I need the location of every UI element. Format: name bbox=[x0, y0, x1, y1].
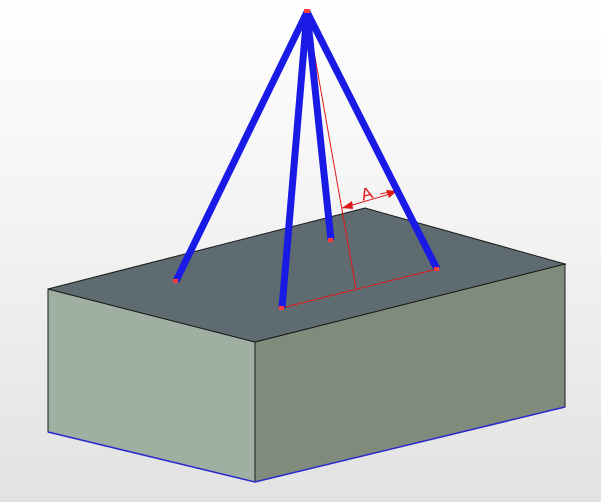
endpoint-right-marker bbox=[434, 267, 439, 271]
hook-point-marker bbox=[304, 9, 310, 13]
endpoint-back-marker bbox=[328, 238, 333, 242]
box-bottom-edge bbox=[47, 406, 566, 483]
sling-endpoints bbox=[173, 9, 439, 310]
sling-leg-right[interactable] bbox=[303, 10, 441, 271]
endpoint-front-marker bbox=[279, 306, 284, 310]
box-top-face bbox=[47, 207, 567, 343]
sling-leg-left[interactable] bbox=[172, 10, 311, 283]
box-model[interactable] bbox=[47, 207, 567, 483]
dimension-base-line bbox=[281, 268, 438, 309]
angle-dimension-label[interactable]: A bbox=[359, 183, 376, 205]
dimension-arrow-left bbox=[342, 201, 353, 209]
endpoint-left-marker bbox=[173, 279, 178, 283]
sling-leg-front[interactable] bbox=[278, 11, 311, 309]
sling-leg-back[interactable] bbox=[303, 11, 335, 241]
sling-assembly[interactable] bbox=[172, 10, 441, 309]
